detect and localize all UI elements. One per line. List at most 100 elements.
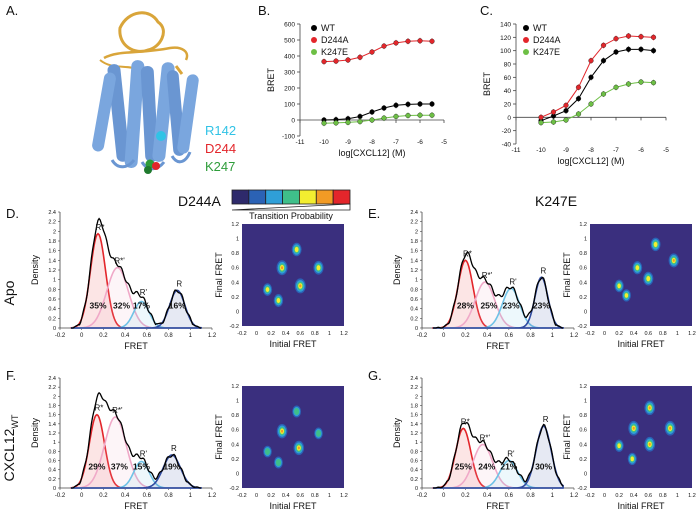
x-tick-label: 0 [80,493,84,499]
x-tick-label: -11 [512,147,521,154]
state-percentage: 35% [89,301,106,311]
peak-label: R [543,415,549,424]
y-tick-label: 2.4 [48,210,56,216]
y-tick-label: 1 [236,237,239,243]
transition-spot [646,276,651,282]
y-axis-label: Final FRET [562,252,572,298]
x-tick-label: 0.6 [143,493,152,499]
y-tick-label: 0.2 [48,477,56,483]
y-tick-label: 0.2 [410,477,418,483]
x-tick-label: 0.2 [267,493,275,499]
state-percentage: 32% [113,301,130,311]
state-percentage: 16% [169,301,186,311]
data-point [638,34,644,40]
legend-marker-k247e [311,49,317,55]
x-tick-label: 0 [80,333,84,339]
chart-fret-histogram-f: 00.20.40.60.811.21.41.61.822.22.4-0.2 0 0.… [30,376,217,511]
peak-label: R' [509,277,517,286]
state-percentage: 29% [88,462,105,472]
y-tick-label: 0.6 [231,266,239,272]
y-tick-label: 2.4 [410,376,418,382]
transition-spot [276,298,281,303]
y-tick-label: 2.4 [48,376,56,382]
y-tick-label: 0.8 [579,413,587,419]
chart-tdp-f: -0.2-0.2 0 0 0.2 0.2 0.4 0.4 0.6 0.6 0.8 0.8 1 1 1.2 1… [214,384,348,511]
y-axis-label: Final FRET [214,252,224,298]
y-axis-label: Final FRET [562,414,572,460]
total-density-trace [432,422,564,489]
x-tick-label: -0.2 [585,331,594,337]
x-tick-label: -0.2 [417,333,428,339]
x-tick-label: 1.2 [340,331,348,337]
y-tick-label: 600 [284,22,295,29]
y-tick-label: 2 [415,394,418,400]
transition-spot [299,284,302,288]
y-tick-label: 1 [415,440,418,446]
data-point [345,119,351,126]
state-percentage: 15% [133,462,150,472]
y-tick-label: 100 [500,48,511,55]
data-point [575,84,582,90]
panel-label-g: G. [368,368,382,383]
row-label-cxcl12: CXCL12WT [1,414,20,481]
transition-spot [617,283,621,289]
y-tick-label: 1 [53,278,56,284]
legend-marker-k247e [523,49,529,55]
y-tick-label: 40 [504,88,512,95]
x-tick-label: -6 [638,147,644,154]
y-tick-label: 0 [53,326,56,332]
x-tick-label: 0 [442,493,446,499]
state-percentage: 37% [111,462,128,472]
peak-label: R [171,444,177,453]
peak-label: R* [461,417,470,426]
panel-label-b: B. [258,3,270,18]
x-tick-label: 1 [189,493,193,499]
legend-marker-d244a [523,37,529,43]
x-tick-label: 0.4 [630,493,638,499]
x-tick-label: 0 [603,493,606,499]
x-tick-label: 1 [676,331,679,337]
y-tick-label: 0.8 [231,251,239,257]
x-tick-label: -0.2 [237,331,246,337]
state-percentage: 19% [163,462,180,472]
x-axis-label: log[CXCL12] (M) [338,148,405,158]
x-axis-label: FRET [486,501,510,511]
data-point [600,58,607,64]
data-point [417,38,423,44]
data-point [357,113,363,120]
legend-marker-wt [523,25,529,31]
legend-marker-d244a [311,37,317,43]
x-axis-label: FRET [124,501,148,511]
y-tick-label: 0.4 [410,468,418,474]
data-point [429,38,435,44]
y-tick-label: 1.2 [231,222,239,228]
peak-label: R' [140,288,148,297]
y-tick-label: 1.6 [410,249,418,255]
y-tick-label: 0.8 [231,413,239,419]
y-tick-label: 80 [504,62,512,69]
y-tick-label: -20 [502,128,512,135]
total-density-trace [432,251,564,329]
d244-residue-marker [152,162,160,170]
x-tick-label: 0.8 [311,493,319,499]
x-tick-label: 1 [328,493,331,499]
data-point [625,46,632,52]
y-tick-label: 0.6 [48,297,56,303]
legend-label-wt: WT [321,23,335,33]
x-tick-label: 0.6 [296,493,304,499]
peak-label: R* [96,223,105,232]
colorbar-wedge [231,203,351,211]
y-tick-label: 1.4 [410,422,418,428]
data-point [381,105,387,111]
y-tick-label: 1.8 [410,239,418,245]
chart-fret-histogram-d: 00.20.40.60.811.21.41.61.822.22.4-0.2 0 0.… [30,210,217,351]
data-point [369,117,375,123]
y-tick-label: 0 [291,118,295,125]
x-tick-label: 0 [255,331,258,337]
transition-spot [632,426,635,430]
peak-label: R*' [112,406,123,415]
transition-spot [648,442,651,446]
y-tick-label: 500 [284,38,295,45]
total-density-trace [70,391,202,489]
y-tick-label: 0.2 [579,295,587,301]
